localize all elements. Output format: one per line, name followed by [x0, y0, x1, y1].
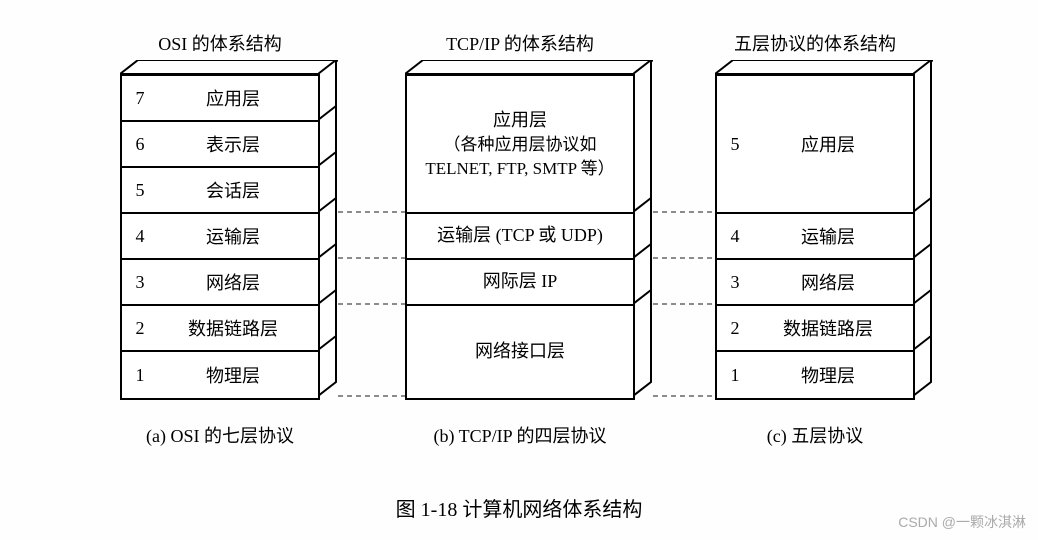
osi-row: 1物理层 — [122, 352, 318, 398]
osi-caption: (a) OSI 的七层协议 — [120, 422, 320, 448]
layer-label: 应用层（各种应用层协议如TELNET, FTP, SMTP 等） — [407, 104, 633, 185]
five-row: 4运输层 — [717, 214, 913, 260]
layer-number: 2 — [717, 318, 753, 339]
layer-number: 1 — [717, 365, 753, 386]
tcpip-row: 网际层 IP — [407, 260, 633, 306]
layer-label: 网络接口层 — [407, 335, 633, 368]
layer-label: 物理层 — [158, 362, 318, 388]
five-row: 1物理层 — [717, 352, 913, 398]
layer-label: 网络层 — [753, 269, 913, 295]
layer-label: 应用层 — [158, 85, 318, 111]
osi-row: 5会话层 — [122, 168, 318, 214]
tcpip-row: 运输层 (TCP 或 UDP) — [407, 214, 633, 260]
osi-title: OSI 的体系结构 — [120, 30, 320, 56]
layer-label: 运输层 — [753, 223, 913, 249]
layer-label: 应用层 — [753, 131, 913, 157]
layer-label: 数据链路层 — [158, 315, 318, 341]
tcpip-row: 应用层（各种应用层协议如TELNET, FTP, SMTP 等） — [407, 76, 633, 214]
layer-label: 运输层 (TCP 或 UDP) — [407, 219, 633, 252]
layer-label: 运输层 — [158, 223, 318, 249]
layer-number: 7 — [122, 88, 158, 109]
osi-row: 2数据链路层 — [122, 306, 318, 352]
tcpip-caption: (b) TCP/IP 的四层协议 — [405, 422, 635, 448]
five-caption: (c) 五层协议 — [715, 422, 915, 448]
five-row: 5应用层 — [717, 76, 913, 214]
tcpip-stack: TCP/IP 的体系结构应用层（各种应用层协议如TELNET, FTP, SMT… — [405, 30, 635, 448]
layer-number: 5 — [122, 180, 158, 201]
watermark: CSDN @一颗冰淇淋 — [898, 512, 1026, 532]
osi-stack: OSI 的体系结构7应用层6表示层5会话层4运输层3网络层2数据链路层1物理层(… — [120, 30, 320, 448]
figure-title: 图 1-18 计算机网络体系结构 — [0, 493, 1038, 522]
layer-number: 3 — [717, 272, 753, 293]
five-stack: 五层协议的体系结构5应用层4运输层3网络层2数据链路层1物理层(c) 五层协议 — [715, 30, 915, 448]
osi-row: 4运输层 — [122, 214, 318, 260]
tcpip-row: 网络接口层 — [407, 306, 633, 398]
osi-row: 6表示层 — [122, 122, 318, 168]
layer-number: 6 — [122, 134, 158, 155]
layer-label: 物理层 — [753, 362, 913, 388]
layer-label: 网际层 IP — [407, 265, 633, 298]
five-row: 3网络层 — [717, 260, 913, 306]
five-title: 五层协议的体系结构 — [715, 30, 915, 56]
layer-label: 数据链路层 — [753, 315, 913, 341]
layer-number: 4 — [122, 226, 158, 247]
layer-label: 网络层 — [158, 269, 318, 295]
layer-label: 会话层 — [158, 177, 318, 203]
layer-number: 2 — [122, 318, 158, 339]
five-row: 2数据链路层 — [717, 306, 913, 352]
tcpip-title: TCP/IP 的体系结构 — [405, 30, 635, 56]
osi-row: 7应用层 — [122, 76, 318, 122]
layer-number: 4 — [717, 226, 753, 247]
layer-number: 3 — [122, 272, 158, 293]
layer-number: 1 — [122, 365, 158, 386]
layer-label: 表示层 — [158, 131, 318, 157]
layer-number: 5 — [717, 134, 753, 155]
osi-row: 3网络层 — [122, 260, 318, 306]
